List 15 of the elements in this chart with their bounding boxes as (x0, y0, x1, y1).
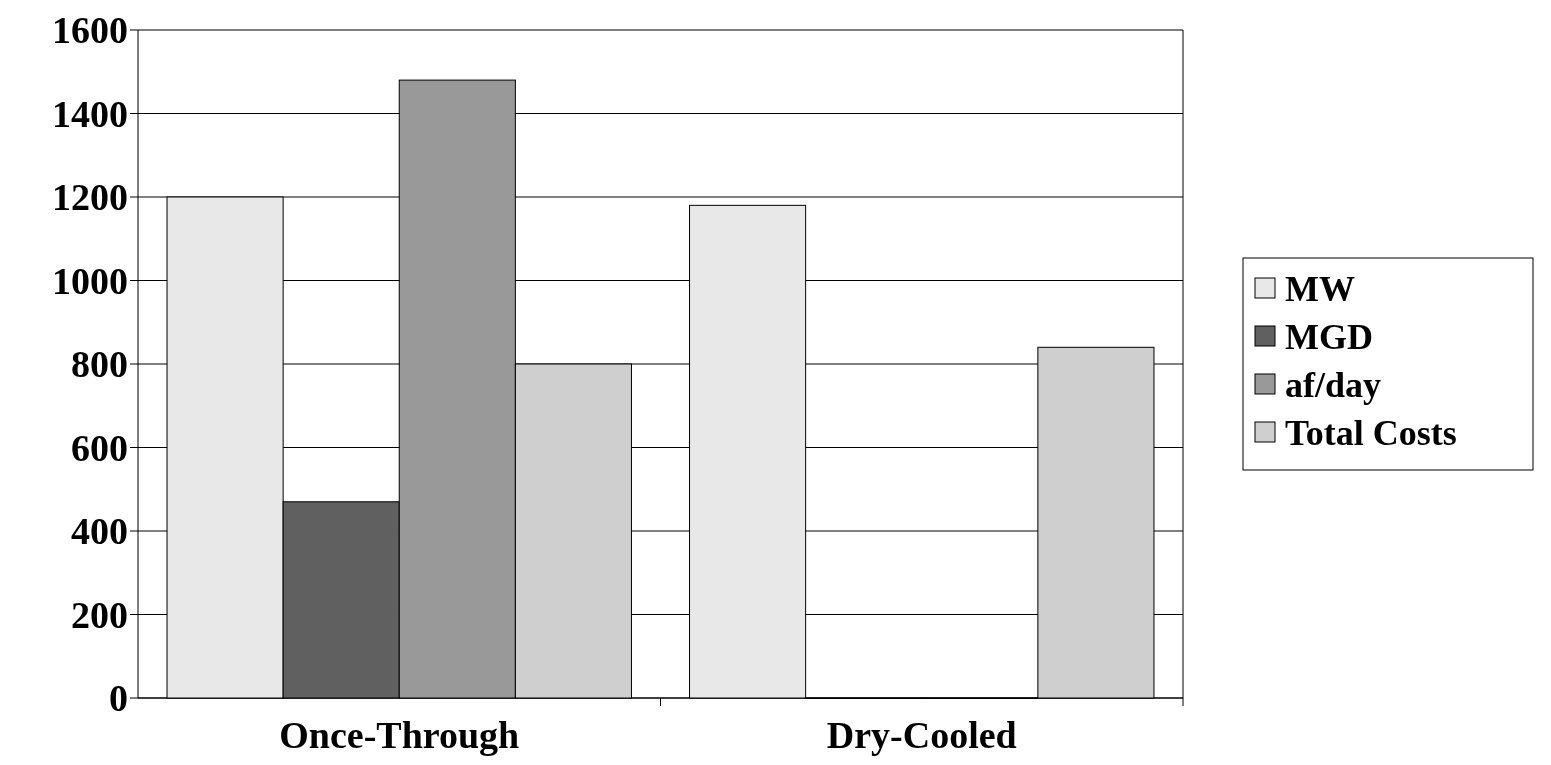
y-tick-label: 1400 (52, 92, 128, 135)
legend-label: MW (1285, 268, 1355, 309)
legend-label: Total Costs (1285, 412, 1457, 453)
y-tick-label: 1600 (52, 9, 128, 52)
y-tick-label: 200 (71, 593, 128, 636)
y-tick-label: 0 (109, 677, 128, 720)
x-tick-label: Dry-Cooled (826, 714, 1017, 756)
legend-label: MGD (1285, 316, 1373, 357)
y-tick-label: 800 (71, 343, 128, 386)
x-tick-label: Once-Through (279, 714, 520, 756)
y-tick-label: 600 (71, 426, 128, 469)
legend-label: af/day (1285, 364, 1382, 405)
y-tick-label: 1200 (52, 176, 128, 219)
y-tick-label: 1000 (52, 259, 128, 302)
y-tick-label: 400 (71, 510, 128, 553)
